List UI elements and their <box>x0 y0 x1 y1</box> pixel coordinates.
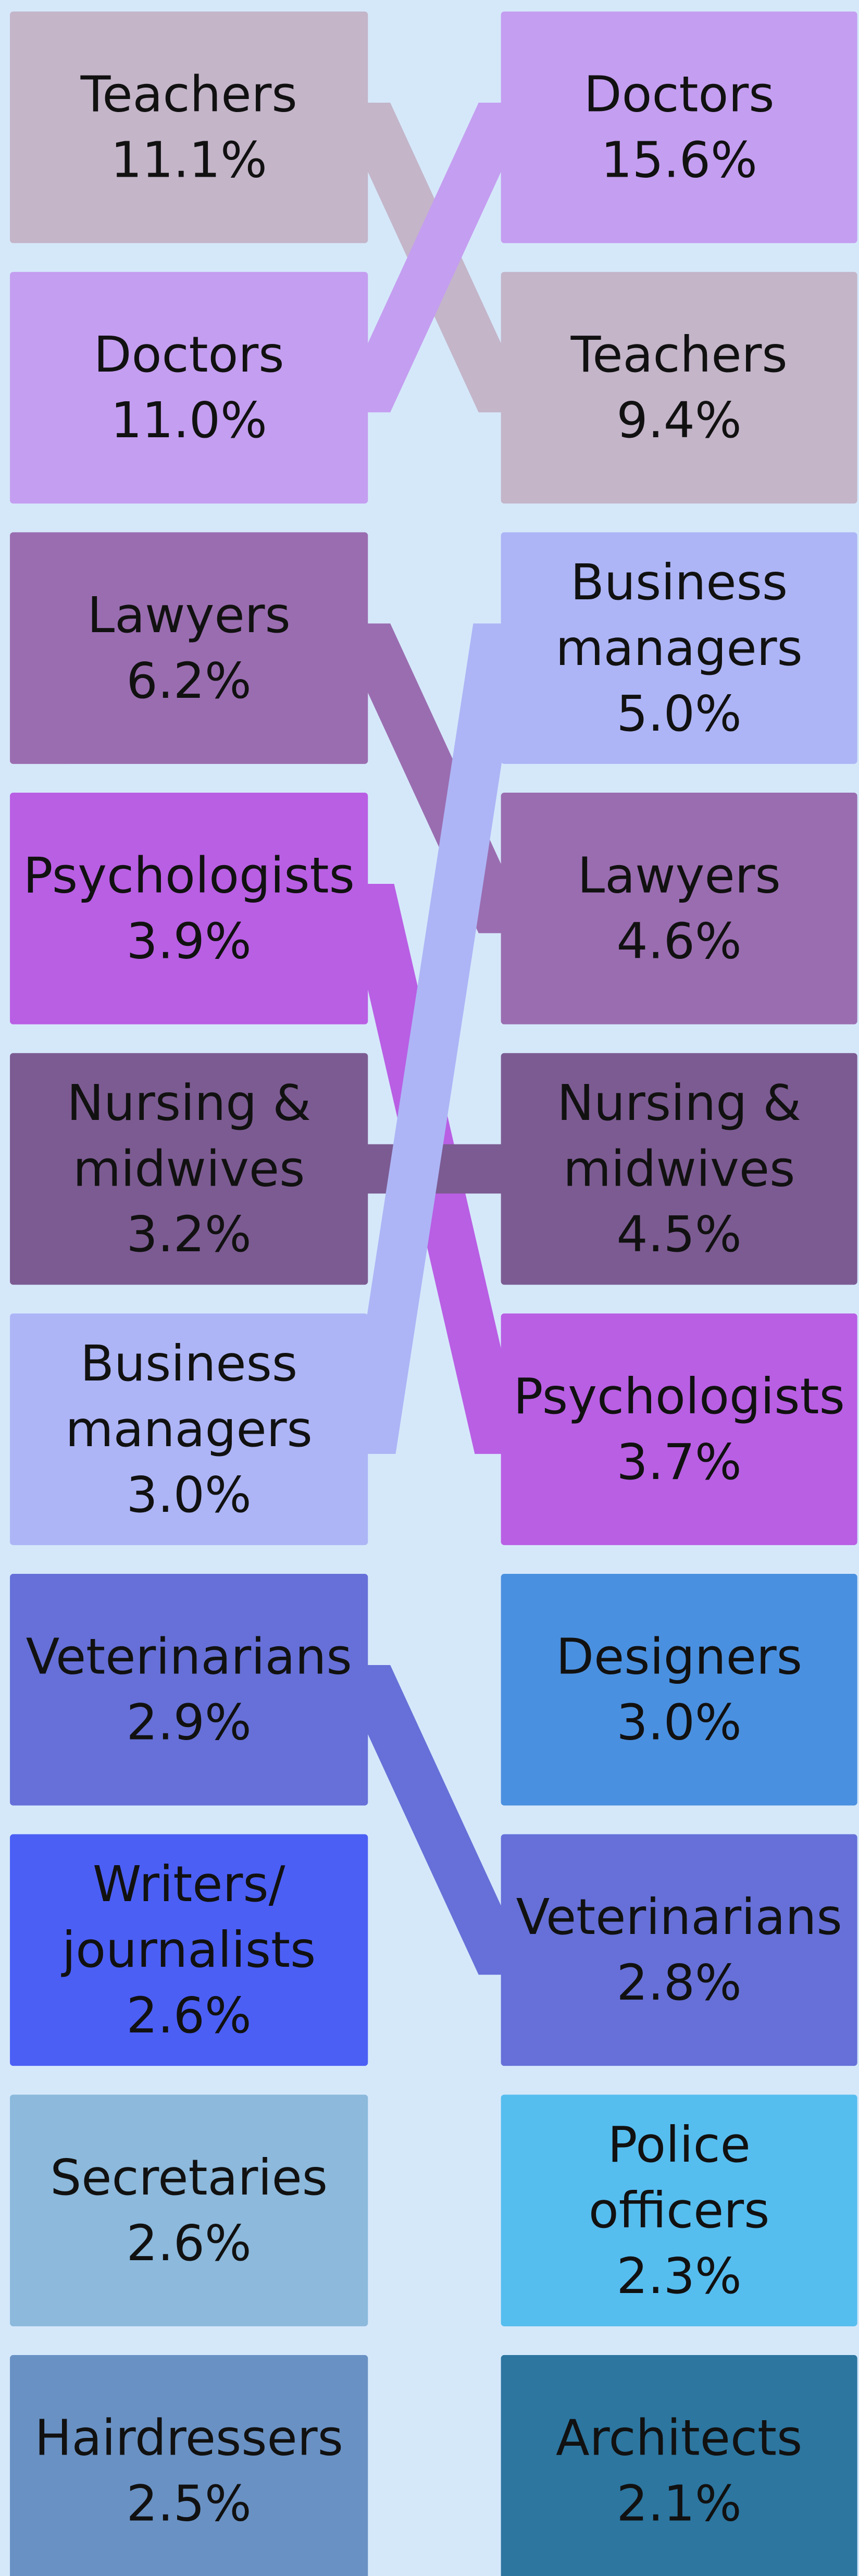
category-box <box>501 11 857 243</box>
category-label-line: managers <box>66 1401 313 1458</box>
category-label: Police officers <box>589 2116 770 2239</box>
category-box <box>10 1053 368 1285</box>
category-box <box>10 1574 368 1806</box>
category-box <box>501 2094 857 2326</box>
value-label: 2.1% <box>617 2475 742 2532</box>
value-label: 9.4% <box>617 392 742 449</box>
category-box <box>10 1834 368 2066</box>
value-label: 3.0% <box>617 1694 742 1751</box>
category-label: Psychologists <box>513 1368 844 1425</box>
category-label-line: Teachers <box>80 66 297 123</box>
value-label: 2.9% <box>127 1694 252 1751</box>
category-label: Psychologists <box>23 847 354 904</box>
category-label-line: Psychologists <box>23 847 354 904</box>
category-label: Veterinarians <box>516 1889 842 1946</box>
category-label-line: Nursing & <box>557 1075 801 1132</box>
category-label-line: Veterinarians <box>516 1889 842 1946</box>
category-label-line: Doctors <box>94 326 284 384</box>
value-label: 2.6% <box>127 2215 252 2272</box>
category-label-line: midwives <box>73 1140 305 1198</box>
category-label: Nursing & midwives <box>557 1075 801 1198</box>
category-box <box>10 532 368 764</box>
category-label-line: Teachers <box>570 326 788 384</box>
category-label-line: journalists <box>61 1921 316 1979</box>
category-label: Business managers <box>556 554 803 677</box>
value-label: 3.7% <box>617 1434 742 1491</box>
category-box <box>10 11 368 243</box>
value-label: 3.0% <box>127 1466 252 1524</box>
category-label-line: Doctors <box>584 66 775 123</box>
category-label: Writers/journalists <box>61 1856 316 1979</box>
category-label: Secretaries <box>50 2149 328 2207</box>
category-box <box>501 1313 857 1545</box>
category-label-line: Business <box>570 554 788 611</box>
value-label: 2.6% <box>127 1987 252 2044</box>
category-box <box>10 272 368 504</box>
value-label: 2.3% <box>617 2248 742 2305</box>
category-box <box>10 1313 368 1545</box>
value-label: 11.1% <box>110 132 267 189</box>
category-label-line: Nursing & <box>67 1075 311 1132</box>
category-box <box>501 1053 857 1285</box>
category-label: Nursing & midwives <box>67 1075 311 1198</box>
value-label: 5.0% <box>617 685 742 743</box>
category-box <box>10 2094 368 2326</box>
category-label: Lawyers <box>88 587 291 644</box>
value-label: 2.8% <box>617 1954 742 2012</box>
category-box <box>501 2355 857 2576</box>
category-label: Teachers <box>570 326 788 384</box>
category-label-line: Psychologists <box>513 1368 844 1425</box>
category-label-line: Secretaries <box>50 2149 328 2207</box>
value-label: 4.5% <box>617 1206 742 1263</box>
value-label: 2.5% <box>127 2475 252 2532</box>
category-box <box>501 272 857 504</box>
category-label: Business managers <box>66 1335 313 1458</box>
category-box <box>10 2355 368 2576</box>
category-label: Doctors <box>584 66 775 123</box>
value-label: 11.0% <box>110 392 267 449</box>
category-box <box>501 793 857 1025</box>
category-box <box>501 1834 857 2066</box>
category-label-line: Veterinarians <box>26 1628 352 1685</box>
category-label-line: Lawyers <box>88 587 291 644</box>
category-label-line: officers <box>589 2182 770 2239</box>
category-label: Lawyers <box>578 847 781 904</box>
category-box <box>10 793 368 1025</box>
category-label: Veterinarians <box>26 1628 352 1685</box>
value-label: 15.6% <box>601 132 757 189</box>
category-label-line: Police <box>608 2116 751 2174</box>
category-label-line: Designers <box>556 1628 802 1685</box>
value-label: 3.2% <box>127 1206 252 1263</box>
category-label-line: Writers/ <box>93 1856 285 1913</box>
category-label-line: Lawyers <box>578 847 781 904</box>
category-label-line: managers <box>556 620 803 677</box>
category-box <box>501 1574 857 1806</box>
category-label-line: midwives <box>563 1140 795 1198</box>
category-label: Hairdressers <box>34 2409 343 2467</box>
category-label-line: Architects <box>556 2409 802 2467</box>
category-label-line: Hairdressers <box>34 2409 343 2467</box>
category-label-line: Business <box>80 1335 297 1392</box>
category-label: Doctors <box>94 326 284 384</box>
category-label: Architects <box>556 2409 802 2467</box>
value-label: 4.6% <box>617 913 742 970</box>
value-label: 3.9% <box>127 913 252 970</box>
category-label: Teachers <box>80 66 297 123</box>
category-label: Designers <box>556 1628 802 1685</box>
value-label: 6.2% <box>127 652 252 710</box>
category-box <box>501 532 857 764</box>
